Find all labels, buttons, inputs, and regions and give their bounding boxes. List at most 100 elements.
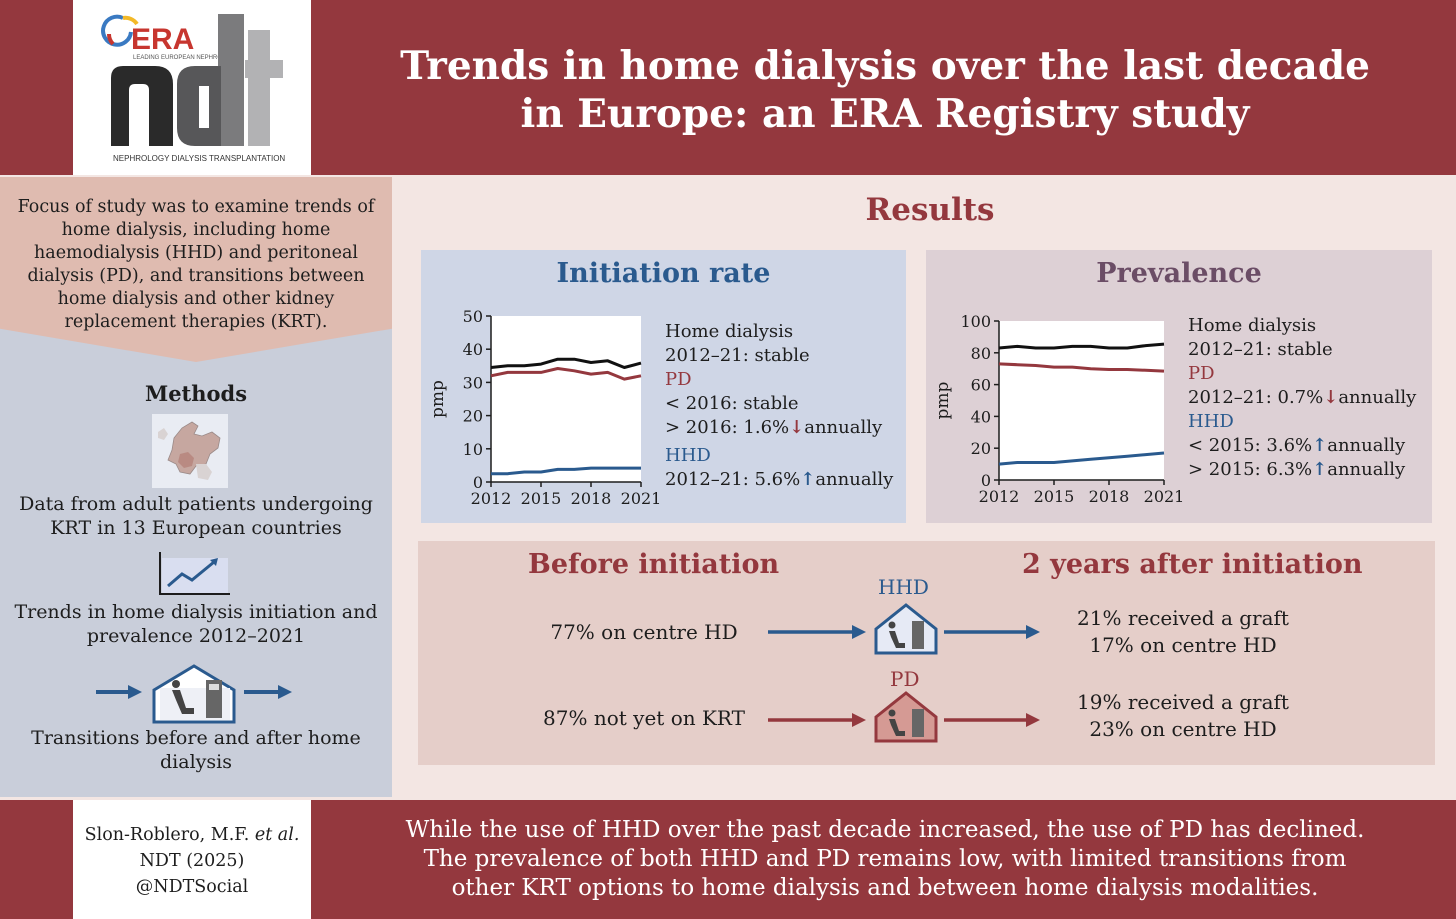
- legend-hhd-label: HHD: [1188, 411, 1234, 432]
- arrow-down-icon: ↓: [1323, 387, 1339, 408]
- transitions-panel: Before initiation 2 years after initiati…: [418, 541, 1435, 765]
- ndt-t-bar: [245, 60, 283, 78]
- ndt-n-glyph: [111, 66, 173, 146]
- initiation-y-axis-label: pmp: [428, 380, 448, 418]
- initiation-x-tick-label: 2021: [621, 489, 661, 508]
- era-swirl-blue: [101, 14, 133, 47]
- ndt-d-bowl: [177, 66, 221, 146]
- ndt-d-stem: [218, 14, 244, 146]
- initiation-y-tick-label: 10: [463, 440, 483, 459]
- initiation-legend: Home dialysis 2012–21: stable PD < 2016:…: [665, 320, 893, 492]
- after-initiation-title: 2 years after initiation: [1022, 549, 1363, 580]
- prevalence-x-tick-label: 2021: [1144, 487, 1185, 506]
- legend-pd-label: PD: [665, 369, 692, 390]
- citation-journal: NDT (2025): [139, 851, 245, 871]
- prevalence-y-tick-label: 60: [971, 376, 991, 395]
- prevalence-title: Prevalence: [1096, 258, 1262, 289]
- page-title: Trends in home dialysis over the last de…: [330, 42, 1440, 138]
- hhd-modality-label: HHD: [878, 575, 929, 599]
- prevalence-legend: Home dialysis 2012–21: stable PD 2012–21…: [1188, 314, 1416, 482]
- prevalence-x-tick-label: 2015: [1034, 487, 1075, 506]
- legend-hhd-line1: 2012–21: 5.6%↑annually: [665, 469, 894, 490]
- pd-arrow-in: [768, 713, 866, 727]
- legend-home-text: 2012–21: stable: [1188, 339, 1333, 360]
- europe-map-icon: [152, 414, 228, 488]
- prevalence-series-pd: [998, 362, 1165, 373]
- initiation-y-tick-label: 30: [463, 373, 483, 392]
- legend-pd-line1: < 2016: stable: [665, 393, 799, 414]
- pd-before-text: 87% not yet on KRT: [543, 706, 745, 730]
- prevalence-series-home-dialysis: [998, 342, 1165, 350]
- hhd-after-text: 21% received a graft 17% on centre HD: [1077, 606, 1289, 657]
- study-focus-text: Focus of study was to examine trends of …: [17, 197, 375, 332]
- hhd-before-text: 77% on centre HD: [550, 620, 738, 644]
- initiation-x-tick-label: 2015: [521, 489, 562, 508]
- legend-pd-line2: > 2016: 1.6%↓annually: [665, 417, 883, 438]
- legend-hhd-line1: < 2015: 3.6%↑annually: [1188, 435, 1406, 456]
- prevalence-y-tick-label: 40: [971, 407, 991, 426]
- ndt-t-stem: [248, 30, 270, 146]
- prevalence-x-tick-label: 2018: [1089, 487, 1130, 506]
- arrow-up-icon: ↑: [800, 469, 816, 490]
- ndt-logo-graphic: ERA LEADING EUROPEAN NEPHROLOGY NEPHROLO…: [101, 14, 285, 163]
- prevalence-y-tick-label: 20: [971, 439, 991, 458]
- initiation-x-tick-label: 2018: [571, 489, 612, 508]
- legend-home-label: Home dialysis: [665, 321, 794, 342]
- citation-etal: et al.: [254, 825, 300, 845]
- hhd-arrow-in: [768, 625, 866, 639]
- prevalence-series-hhd: [998, 451, 1165, 466]
- transition-diagram: [768, 603, 1040, 743]
- prevalence-x-tick-label: 2012: [979, 487, 1020, 506]
- title-line-1: Trends in home dialysis over the last de…: [400, 43, 1370, 89]
- arrow-up-icon: ↑: [1312, 435, 1328, 456]
- pd-arrow-out: [944, 713, 1040, 727]
- legend-pd-line1: 2012–21: 0.7%↓annually: [1188, 387, 1417, 408]
- initiation-series-hhd: [491, 466, 641, 476]
- arrow-up-icon: ↑: [1312, 459, 1328, 480]
- citation-social-handle[interactable]: @NDTSocial: [135, 877, 249, 897]
- journal-logo: ERA LEADING EUROPEAN NEPHROLOGY NEPHROLO…: [73, 0, 311, 175]
- conclusion-text: While the use of HHD over the past decad…: [405, 817, 1365, 901]
- prevalence-y-axis-label: pmp: [933, 381, 953, 419]
- title-line-2: in Europe: an ERA Registry study: [520, 91, 1250, 137]
- prevalence-panel: Prevalence 0 20 40 60 80 100 2012 2015 2018 2021 p…: [926, 250, 1432, 523]
- transition-house-icon: [96, 664, 292, 724]
- hhd-house-icon: [874, 603, 938, 655]
- prevalence-chart: 0 20 40 60 80 100 2012 2015 2018 2021 pmp: [933, 312, 1185, 506]
- initiation-plot-area: [491, 316, 641, 482]
- legend-home-text: 2012–21: stable: [665, 345, 810, 366]
- era-swirl-red: [107, 33, 115, 46]
- legend-pd-label: PD: [1188, 363, 1215, 384]
- citation: Slon-Roblero, M.F. et al. NDT (2025) @ND…: [73, 822, 311, 900]
- arrow-down-icon: ↓: [789, 417, 805, 438]
- method-data-source: Data from adult patients undergoing KRT …: [19, 493, 373, 539]
- pd-modality-label: PD: [890, 667, 920, 691]
- pd-after-text: 19% received a graft 23% on centre HD: [1077, 690, 1289, 741]
- initiation-series-home-dialysis: [490, 357, 642, 369]
- before-initiation-title: Before initiation: [528, 549, 780, 580]
- initiation-rate-chart: 0 10 20 30 40 50 2012 2015 2018 2021 pmp: [428, 307, 661, 508]
- initiation-rate-panel: Initiation rate 0 10 20 30 40 50 2012 2015 2018 2…: [421, 250, 906, 523]
- prevalence-y-tick-label: 80: [971, 344, 991, 363]
- initiation-y-tick-label: 20: [463, 407, 483, 426]
- initiation-series-pd: [490, 367, 642, 381]
- focus-arrow-panel: [0, 177, 392, 362]
- era-wordmark: ERA: [131, 23, 194, 56]
- legend-hhd-label: HHD: [665, 445, 711, 466]
- trend-chart-icon: [159, 552, 230, 595]
- legend-hhd-line2: > 2015: 6.3%↑annually: [1188, 459, 1406, 480]
- initiation-y-tick-label: 40: [463, 340, 483, 359]
- citation-authors: Slon-Roblero, M.F.: [84, 825, 255, 845]
- prevalence-y-tick-label: 100: [960, 312, 991, 331]
- initiation-rate-title: Initiation rate: [556, 258, 771, 289]
- era-tagline: LEADING EUROPEAN NEPHROLOGY: [133, 55, 239, 61]
- journal-name: NEPHROLOGY DIALYSIS TRANSPLANTATION: [113, 154, 285, 163]
- methods-title: Methods: [144, 381, 248, 406]
- initiation-y-tick-label: 0: [473, 473, 483, 492]
- legend-home-label: Home dialysis: [1188, 315, 1317, 336]
- era-swirl-yellow: [122, 15, 139, 26]
- citation-box: [73, 800, 311, 919]
- hhd-arrow-out: [944, 625, 1040, 639]
- initiation-x-tick-label: 2012: [471, 489, 512, 508]
- method-transitions: Transitions before and after home dialys…: [31, 727, 361, 773]
